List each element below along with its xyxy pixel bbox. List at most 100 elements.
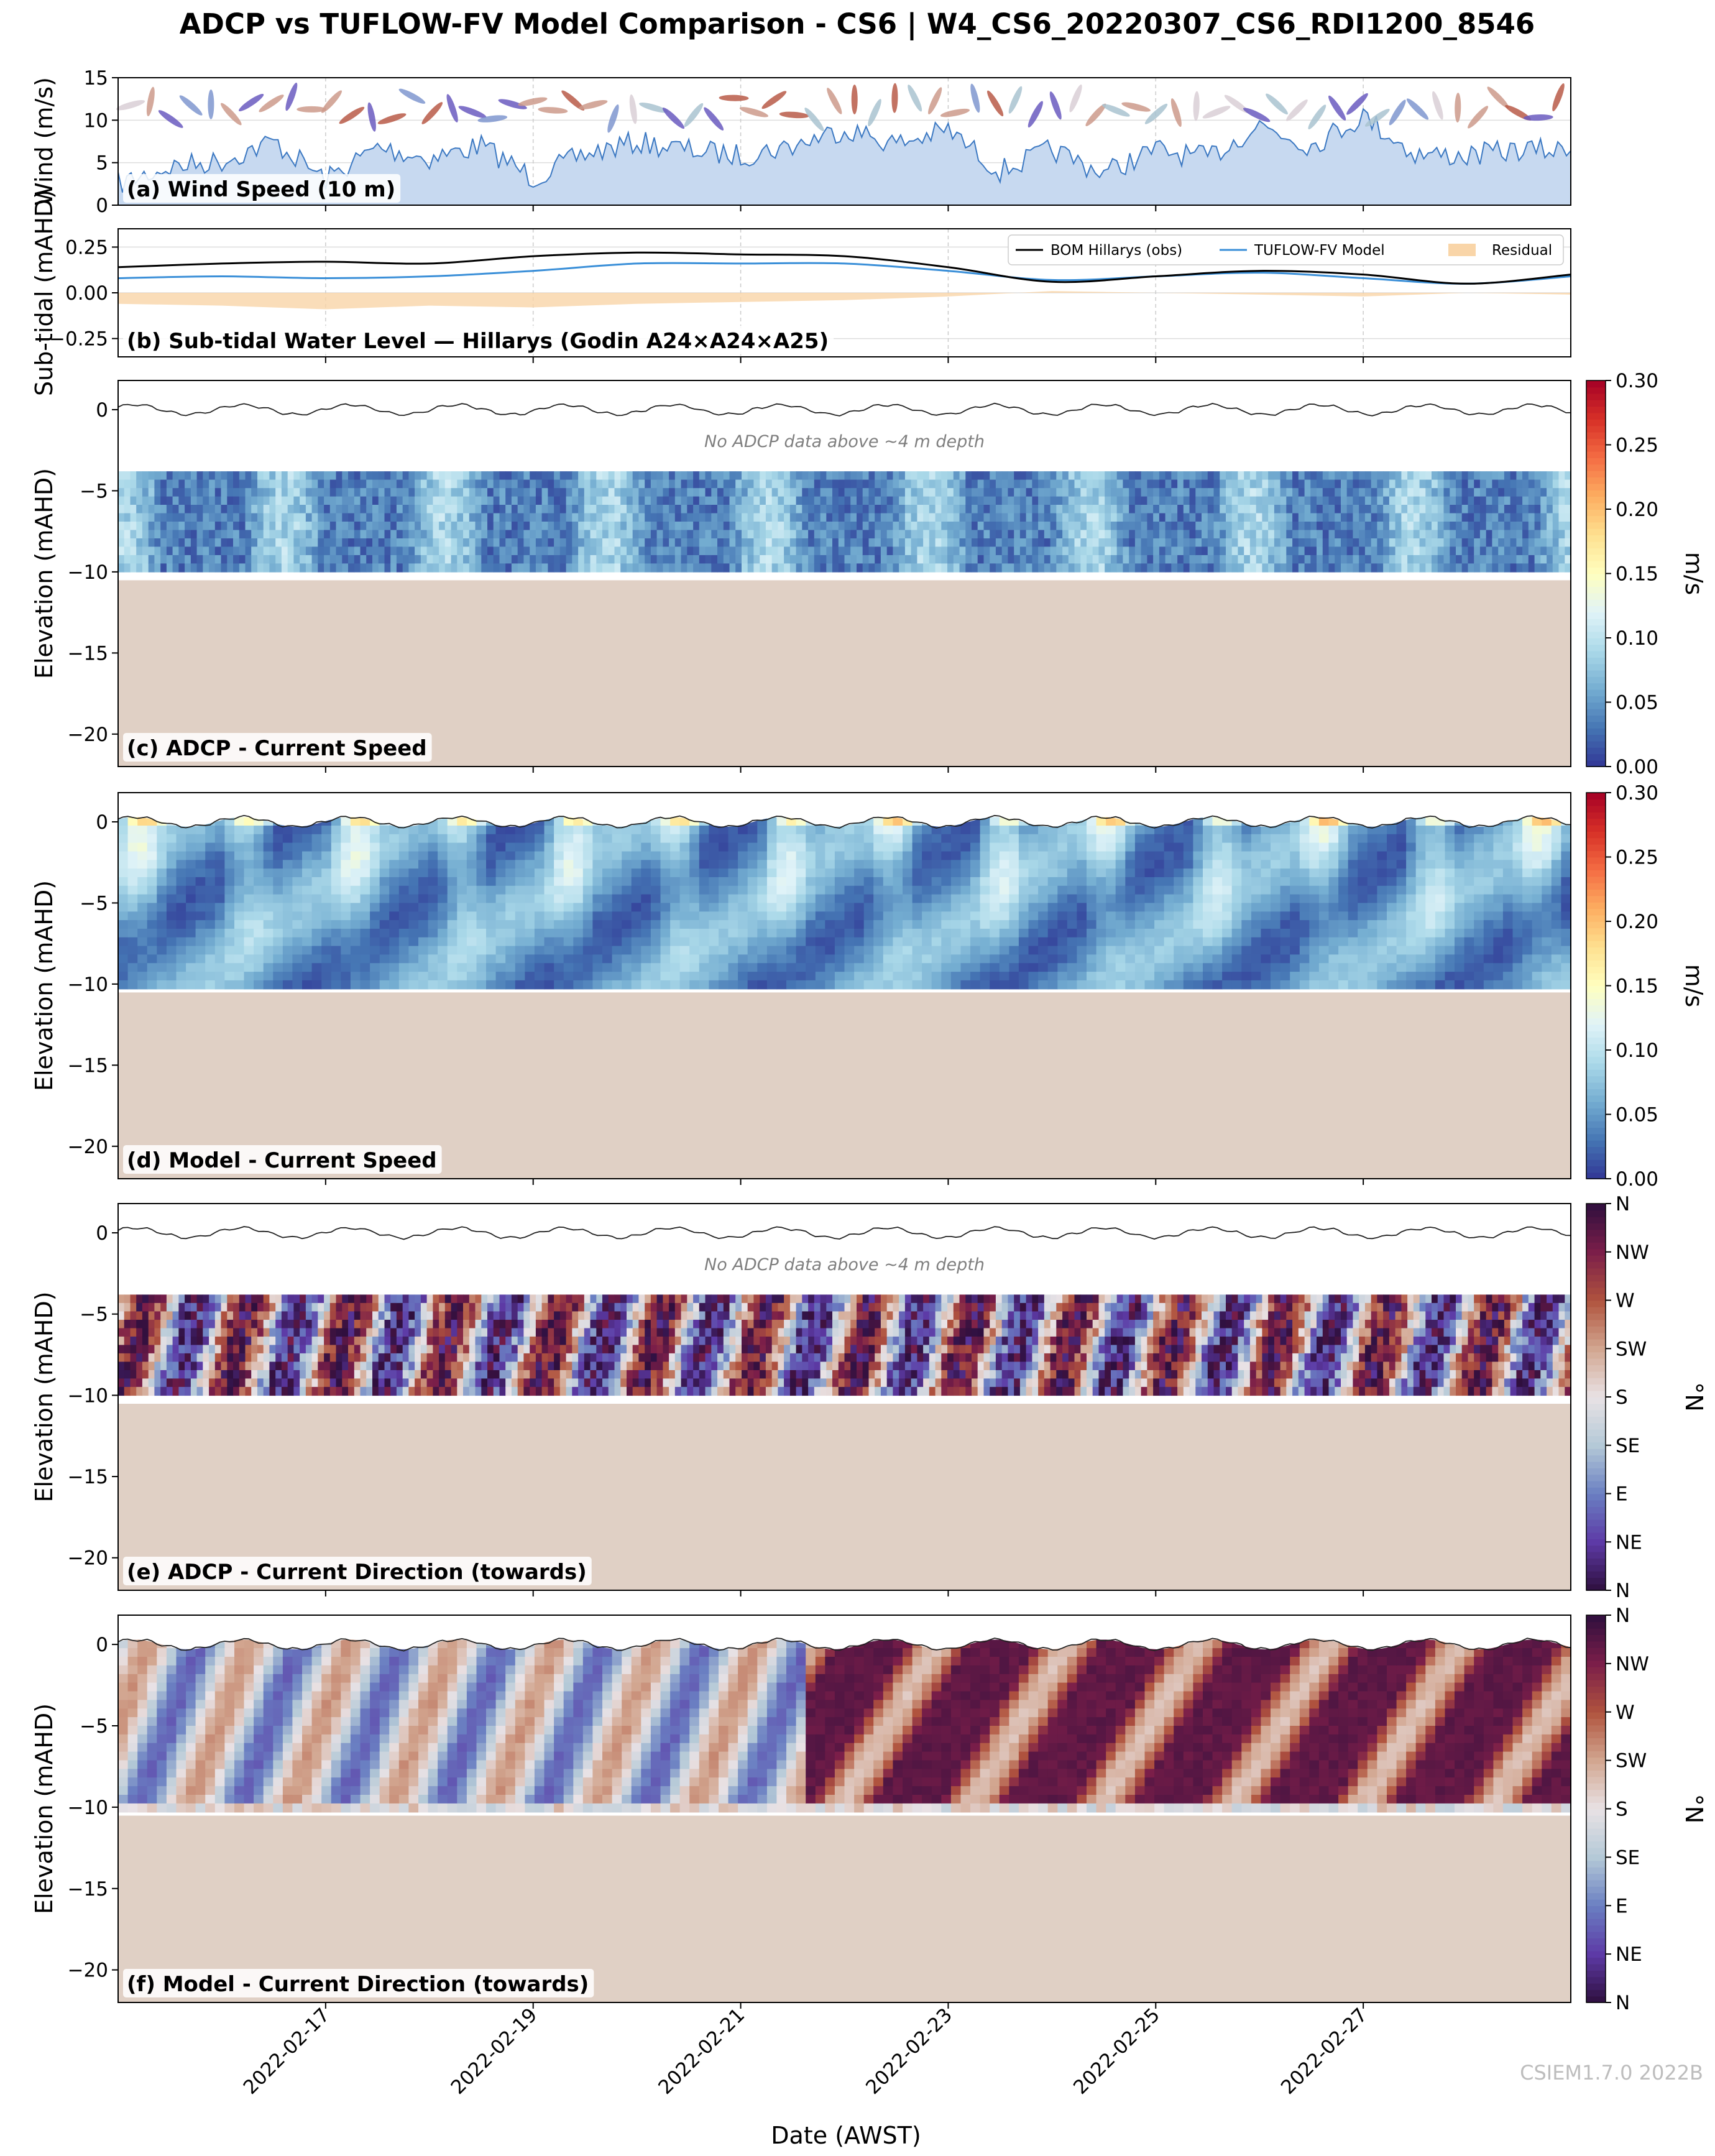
heatmap-cell: [254, 928, 264, 938]
heatmap-cell: [873, 851, 884, 860]
heatmap-cell: [234, 920, 245, 929]
heatmap-cell: [166, 851, 177, 860]
heatmap-cell: [582, 842, 594, 852]
heatmap-cell: [1419, 513, 1426, 522]
heatmap-cell: [663, 563, 669, 573]
heatmap-cell: [398, 946, 410, 956]
heatmap-cell: [148, 479, 155, 489]
heatmap-cell: [148, 505, 155, 514]
heatmap-cell: [627, 496, 633, 505]
heatmap-cell: [379, 894, 390, 904]
colorbar-segment: [1586, 618, 1606, 626]
heatmap-cell: [147, 826, 157, 835]
heatmap-cell: [341, 877, 351, 887]
heatmap-cell: [747, 972, 758, 981]
heatmap-cell: [663, 522, 669, 531]
heatmap-cell: [904, 496, 912, 505]
heatmap-cell: [660, 920, 671, 929]
heatmap-cell: [832, 496, 839, 505]
heatmap-cell: [548, 471, 554, 481]
heatmap-cell: [980, 972, 990, 981]
heatmap-cell: [224, 860, 235, 869]
heatmap-cell: [275, 513, 282, 522]
heatmap-cell: [590, 505, 597, 514]
heatmap-cell: [378, 471, 385, 481]
heatmap-cell: [1195, 505, 1202, 514]
heatmap-cell: [1147, 538, 1154, 548]
heatmap-cell: [970, 911, 981, 921]
heatmap-cell: [738, 877, 748, 887]
heatmap-cell: [329, 555, 337, 564]
heatmap-cell: [627, 522, 633, 531]
heatmap-cell: [1226, 530, 1233, 539]
heatmap-cell: [935, 563, 942, 573]
heatmap-cell: [1461, 530, 1469, 539]
heatmap-cell: [154, 546, 161, 556]
heatmap-cell: [766, 954, 778, 964]
heatmap-cell: [379, 885, 390, 895]
heatmap-cell: [389, 920, 400, 929]
heatmap-cell: [911, 471, 917, 481]
heatmap-cell: [166, 479, 173, 489]
heatmap-cell: [893, 513, 899, 522]
heatmap-cell: [1177, 522, 1184, 531]
heatmap-cell: [511, 505, 518, 514]
heatmap-cell: [931, 894, 942, 904]
heatmap-cell: [1401, 488, 1408, 497]
heatmap-cell: [244, 851, 254, 860]
heatmap-cell: [941, 505, 948, 514]
heatmap-cell: [457, 513, 464, 522]
heatmap-cell: [534, 834, 545, 844]
heatmap-cell: [922, 954, 932, 964]
wind-direction-arrow: [1455, 93, 1461, 123]
heatmap-cell: [584, 513, 591, 522]
heatmap-cell: [627, 530, 633, 539]
heatmap-cell: [1432, 471, 1438, 481]
heatmap-cell: [873, 885, 884, 895]
heatmap-cell: [1407, 530, 1414, 539]
heatmap-cell: [341, 826, 351, 835]
heatmap-cell: [336, 563, 343, 573]
heatmap-cell: [689, 877, 700, 887]
heatmap-cell: [717, 496, 724, 505]
heatmap-cell: [766, 903, 778, 912]
heatmap-cell: [321, 954, 332, 964]
heatmap-cell: [699, 563, 706, 573]
heatmap-cell: [660, 963, 671, 972]
colorbar-segment: [1586, 541, 1606, 548]
heatmap-cell: [1547, 496, 1553, 505]
heatmap-cell: [641, 842, 651, 852]
wind-direction-arrow: [1028, 101, 1043, 128]
heatmap-cell: [699, 546, 706, 556]
heatmap-cell: [178, 471, 185, 481]
heatmap-cell: [959, 538, 966, 548]
heatmap-cell: [525, 868, 535, 878]
heatmap-cell: [302, 980, 313, 990]
heatmap-cell: [530, 522, 536, 531]
heatmap-cell: [428, 946, 438, 956]
heatmap-cell: [438, 834, 448, 844]
heatmap-cell: [917, 496, 924, 505]
heatmap-cell: [559, 505, 567, 514]
heatmap-cell: [370, 903, 380, 912]
heatmap-cell: [875, 479, 881, 489]
heatmap-cell: [1389, 530, 1396, 539]
heatmap-cell: [699, 851, 710, 860]
heatmap-cell: [1479, 563, 1487, 573]
heatmap-cell: [863, 954, 874, 964]
heatmap-cell: [530, 488, 536, 497]
colorbar-segment: [1586, 477, 1606, 484]
heatmap-cell: [1068, 505, 1075, 514]
heatmap-cell: [523, 479, 530, 489]
colorbar-segment: [1586, 760, 1606, 767]
heatmap-cell: [186, 911, 196, 921]
heatmap-cell: [709, 920, 719, 929]
heatmap-cell: [336, 522, 343, 531]
heatmap-cell: [681, 546, 687, 556]
heatmap-cell: [1510, 488, 1517, 497]
heatmap-cell: [195, 894, 206, 904]
heatmap-cell: [1492, 505, 1499, 514]
heatmap-cell: [336, 538, 343, 548]
heatmap-cell: [693, 471, 700, 481]
heatmap-cell: [1153, 471, 1160, 481]
